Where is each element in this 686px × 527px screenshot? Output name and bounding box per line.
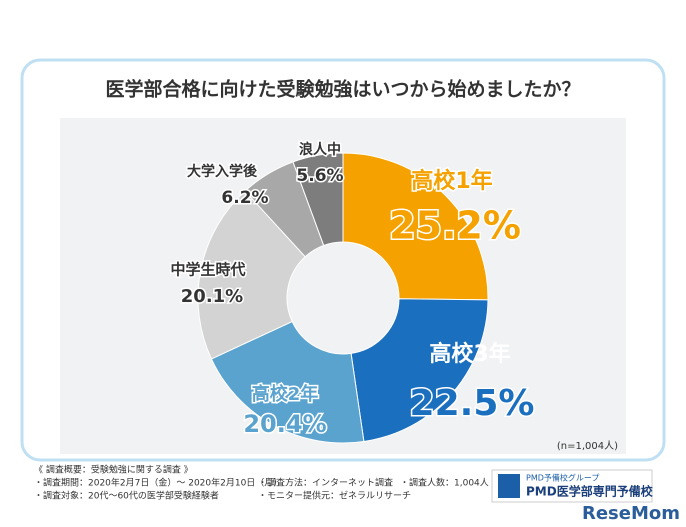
pie-slice bbox=[197, 190, 306, 360]
slice-label: 高校3年 bbox=[429, 341, 510, 367]
logo-main: PMD医学部専門予備校 bbox=[526, 484, 654, 499]
value-label: 5.6% bbox=[296, 166, 343, 186]
slice-label: 浪人中 bbox=[299, 141, 341, 158]
sample-note: (n=1,004人) bbox=[557, 440, 618, 452]
slice-label: 高校1年 bbox=[411, 168, 492, 194]
value-label: 6.2% bbox=[221, 188, 268, 208]
pie-slice bbox=[292, 152, 344, 247]
pie-slice bbox=[210, 320, 365, 444]
footnote: ・調査対象：20代～60代の医学部受験経験者 bbox=[34, 490, 219, 502]
slice-label: 大学入学後 bbox=[187, 163, 258, 180]
chart-title: 医学部合格に向けた受験勉強はいつから始めましたか？ bbox=[105, 78, 580, 101]
footnote: ・調査期間：2020年2月7日（金）～ 2020年2月10日（月） bbox=[34, 477, 282, 489]
logo-small: PMD予備校グループ bbox=[526, 473, 599, 483]
value-label: 20.1% bbox=[181, 286, 243, 307]
footnote: ・モニター提供元：ゼネラルリサーチ bbox=[258, 490, 411, 502]
value-label: 22.5% bbox=[410, 383, 535, 424]
pie-slice bbox=[350, 298, 489, 443]
value-label: 25.2% bbox=[389, 204, 521, 248]
footnote-heading: 《 調査概要：受験勉強に関する調査 》 bbox=[34, 464, 193, 476]
slice-label: 高校2年 bbox=[252, 383, 319, 405]
slice-label: 中学生時代 bbox=[170, 261, 245, 279]
value-label: 20.4% bbox=[243, 410, 326, 438]
footnote: ・調査人数：1,004人 bbox=[400, 477, 489, 489]
watermark: ReseMom bbox=[582, 503, 680, 524]
footnote: ・調査方法：インターネット調査 bbox=[258, 477, 393, 489]
pie-slice bbox=[342, 152, 489, 301]
logo-icon bbox=[498, 474, 520, 498]
